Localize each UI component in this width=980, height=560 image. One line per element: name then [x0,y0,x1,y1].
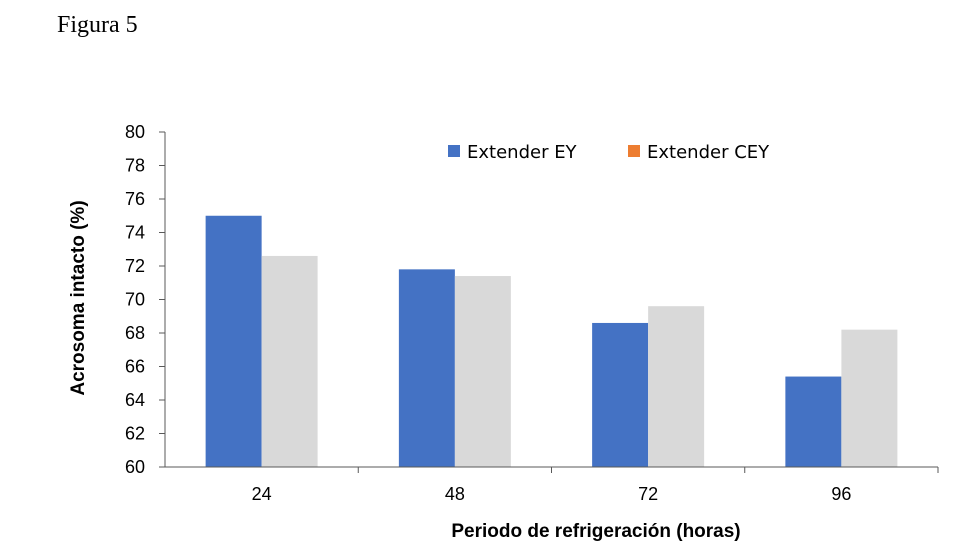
x-axis-title: Periodo de refrigeración (horas) [451,521,740,542]
y-axis-title: Acrosoma intacto (%) [68,200,89,395]
bars [205,215,898,467]
legend-label-extender-ey: Extender EY [467,142,578,163]
y-tick-label: 62 [125,424,145,444]
bar-extender-cey-96 [841,329,898,467]
legend-label-extender-cey: Extender CEY [647,142,770,163]
y-tick-label: 72 [125,256,145,276]
y-tick-label: 64 [125,390,145,410]
x-tick-label: 24 [252,484,272,504]
bar-extender-ey-24 [205,215,262,467]
y-axis-ticks: 60 62 64 66 68 70 72 74 76 78 80 [125,122,165,477]
legend-swatch-extender-ey [448,145,460,157]
bar-extender-ey-96 [785,376,842,467]
legend: Extender EY Extender CEY [448,142,770,163]
x-axis-ticks: 24 48 72 96 [252,467,939,504]
bar-extender-cey-48 [454,276,511,467]
y-tick-label: 80 [125,122,145,142]
figure-label: Figura 5 [57,12,138,38]
legend-swatch-extender-cey [628,145,640,157]
bar-extender-cey-24 [261,255,318,467]
y-tick-label: 68 [125,323,145,343]
y-tick-label: 66 [125,357,145,377]
bar-extender-cey-72 [648,306,705,467]
bar-extender-ey-48 [398,269,455,467]
x-tick-label: 72 [638,484,658,504]
y-tick-label: 74 [125,223,145,243]
x-tick-label: 48 [445,484,465,504]
y-tick-label: 60 [125,457,145,477]
y-tick-label: 78 [125,156,145,176]
bar-extender-ey-72 [592,322,649,467]
y-tick-label: 70 [125,290,145,310]
y-tick-label: 76 [125,189,145,209]
x-tick-label: 96 [831,484,851,504]
